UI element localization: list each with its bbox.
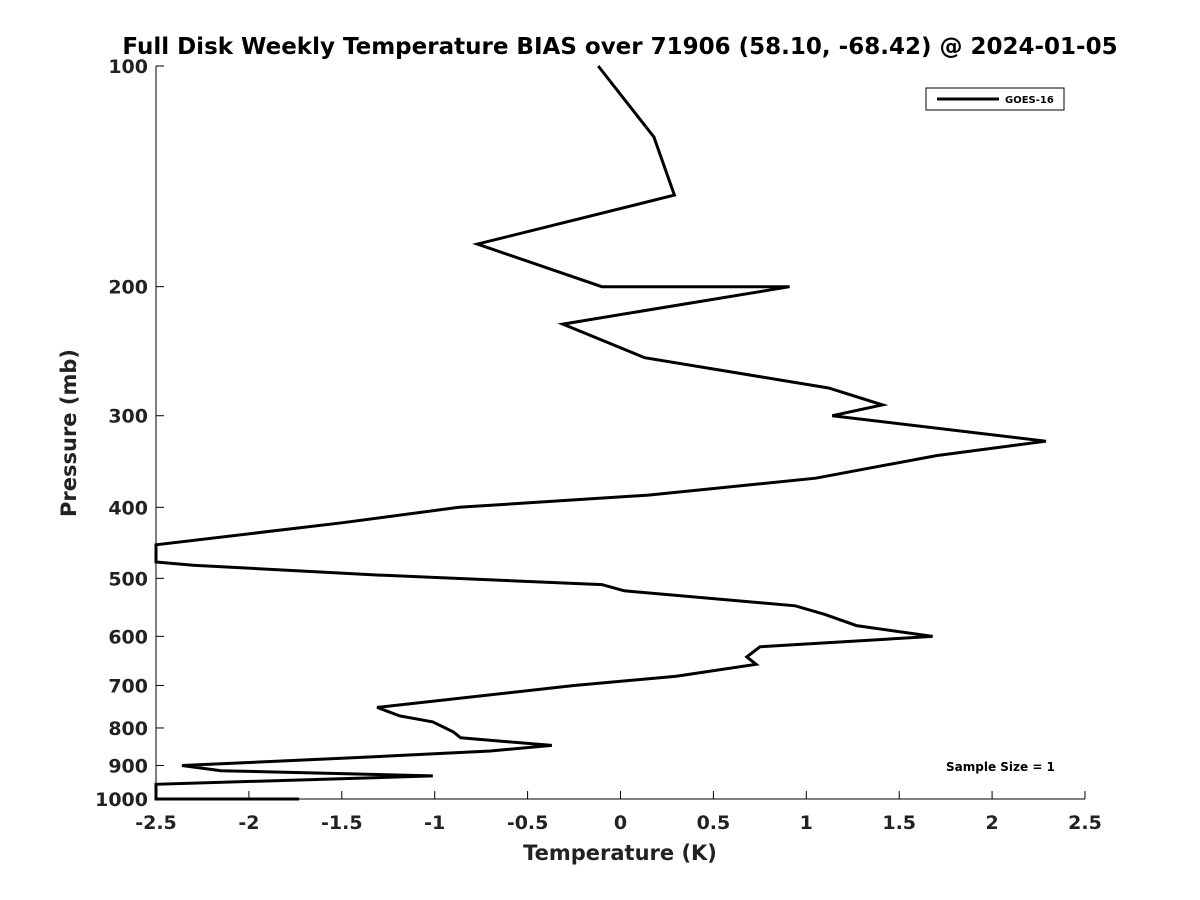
y-tick-label: 1000: [95, 789, 148, 811]
y-tick-label: 800: [108, 718, 148, 740]
x-tick-label: 2.5: [1068, 812, 1102, 834]
legend-label: GOES-16: [1005, 95, 1054, 106]
x-tick-label: -2.5: [135, 812, 177, 834]
sample-size-annotation: Sample Size = 1: [946, 760, 1055, 774]
y-tick-label: 900: [108, 755, 148, 777]
x-tick-label: -0.5: [507, 812, 549, 834]
x-tick-label: -2: [238, 812, 259, 834]
y-tick-label: 700: [108, 675, 148, 697]
y-tick-label: 500: [108, 568, 148, 590]
x-tick-label: 0.5: [697, 812, 731, 834]
x-tick-label: 0: [614, 812, 627, 834]
x-axis-label: Temperature (K): [523, 841, 717, 865]
series-line-goes-16: [154, 65, 1047, 801]
x-tick-label: -1.5: [321, 812, 363, 834]
legend: GOES-16: [925, 87, 1065, 111]
x-tick-label: 2: [985, 812, 998, 834]
y-tick-label: 400: [108, 497, 148, 519]
y-tick-label: 600: [108, 626, 148, 648]
x-tick-label: 1: [800, 812, 813, 834]
x-ticks: -2.5 -2 -1.5 -1 -0.5 0 0.5 1 1.5 2 2.5: [135, 791, 1102, 834]
y-axis-label: Pressure (mb): [57, 349, 81, 517]
chart-title: Full Disk Weekly Temperature BIAS over 7…: [122, 34, 1117, 60]
x-tick-label: -1: [424, 812, 445, 834]
series-layer: [154, 65, 1047, 801]
y-tick-label: 200: [108, 277, 148, 299]
y-ticks: 100 200 300 400 500 600 700 800 900 1000: [95, 56, 164, 811]
x-tick-label: 1.5: [882, 812, 916, 834]
y-tick-label: 300: [108, 406, 148, 428]
y-tick-label: 100: [108, 56, 148, 78]
